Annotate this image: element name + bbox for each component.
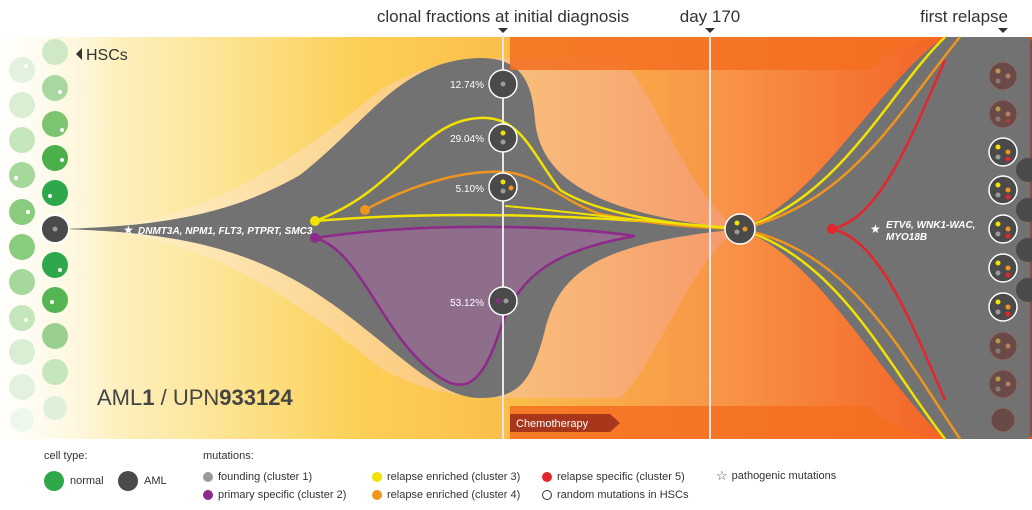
clonal-fractions-label: clonal fractions at initial diagnosis	[377, 7, 629, 26]
clone-fraction-label: 53.12%	[450, 298, 484, 309]
yellow-dot-icon	[372, 472, 382, 482]
cluster3-origin-dot	[310, 216, 320, 226]
clone-node: 12.74%	[450, 69, 518, 99]
relapse-yellow-lower	[739, 227, 946, 440]
mutations-heading: mutations:	[203, 450, 254, 462]
diagnosis-arrow-icon	[498, 28, 508, 33]
cluster3-path-mid	[504, 205, 741, 230]
aml-cell-icon	[118, 471, 138, 491]
hsc-label: HSCs	[86, 47, 128, 64]
bottom-band	[510, 406, 940, 439]
relapse-orange-lower	[739, 227, 962, 440]
clonal-evolution-diagram: clonal fractions at initial diagnosis da…	[0, 7, 1032, 440]
hsc-cells	[9, 39, 68, 432]
legend-normal: normal	[44, 471, 104, 491]
relapse-red-upper	[831, 59, 947, 231]
legend-relapse-enriched-4: relapse enriched (cluster 4)	[372, 489, 520, 501]
gray-dot-icon	[203, 472, 213, 482]
hollow-dot-icon	[542, 490, 552, 500]
clone-node: 53.12%	[450, 286, 518, 316]
cluster2-origin-dot	[310, 233, 320, 243]
clone-node: 29.04%	[450, 123, 518, 153]
day170-clone-node	[724, 213, 756, 245]
orange-dot-icon	[372, 490, 382, 500]
relapse-arrow-icon	[998, 28, 1008, 33]
legend-random-hsc: random mutations in HSCs	[542, 489, 688, 501]
hsc-arrow-icon	[76, 48, 82, 60]
cluster4-origin-dot	[360, 205, 370, 215]
relapse-fan	[740, 37, 1030, 439]
legend-pathogenic: ☆ pathogenic mutations	[716, 468, 837, 483]
clone-fraction-label: 5.10%	[456, 184, 484, 195]
legend-relapse-enriched-3: relapse enriched (cluster 3)	[372, 471, 520, 483]
cluster4-path	[364, 170, 741, 231]
pathogenic-star-icon: ★	[123, 223, 134, 237]
purple-dot-icon	[203, 490, 213, 500]
founder-mutation-dot	[52, 226, 58, 232]
top-band	[510, 37, 940, 70]
relapse-mutations-line2: MYO18B	[886, 232, 927, 243]
legend-primary-specific: primary specific (cluster 2)	[203, 489, 346, 501]
relapse-red-lower	[831, 227, 947, 401]
normal-cell-icon	[44, 471, 64, 491]
legend-relapse-specific: relapse specific (cluster 5)	[542, 471, 685, 483]
cell-type-heading: cell type:	[44, 450, 88, 462]
relapse-cells	[988, 61, 1032, 433]
star-icon: ☆	[716, 468, 728, 483]
cluster3-path-upper	[314, 116, 741, 231]
legend: cell type: normal AML mutations: foundin…	[0, 445, 1032, 510]
clone-node: 5.10%	[456, 172, 518, 202]
chemotherapy-label: Chemotherapy	[516, 418, 589, 430]
relapse-star-icon: ★	[870, 222, 881, 236]
chemotherapy-tag	[510, 414, 620, 432]
red-dot-icon	[542, 472, 552, 482]
day-label: day 170	[680, 7, 741, 26]
founding-mutations-label: DNMT3A, NPM1, FLT3, PTPRT, SMC3	[138, 226, 313, 237]
relapse-orange-upper	[739, 36, 961, 231]
relapse-yellow-upper	[739, 36, 946, 231]
cluster5-origin-dot	[827, 224, 837, 234]
relapse-label: first relapse	[920, 7, 1008, 26]
patient-title: AML1 / UPN933124	[97, 385, 293, 410]
legend-founding: founding (cluster 1)	[203, 471, 312, 483]
relapse-mutations-line1: ETV6, WNK1-WAC,	[886, 220, 975, 231]
legend-aml: AML	[118, 471, 167, 491]
clone-fraction-label: 29.04%	[450, 134, 484, 145]
day170-arrow-icon	[705, 28, 715, 33]
clone-fraction-label: 12.74%	[450, 80, 484, 91]
